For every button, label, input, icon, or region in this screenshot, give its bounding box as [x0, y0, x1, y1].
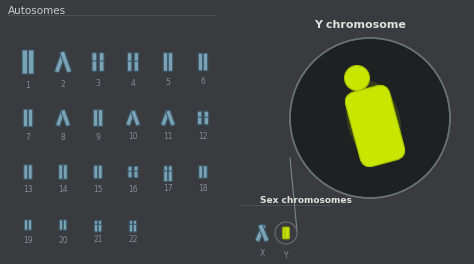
Text: 8: 8 — [61, 133, 65, 142]
FancyBboxPatch shape — [94, 165, 98, 179]
Text: 7: 7 — [26, 133, 30, 142]
Text: 10: 10 — [128, 132, 138, 141]
Text: 22: 22 — [128, 235, 138, 244]
Text: Sex chromosomes: Sex chromosomes — [260, 196, 352, 205]
FancyBboxPatch shape — [23, 109, 27, 127]
FancyBboxPatch shape — [98, 224, 102, 232]
FancyBboxPatch shape — [92, 53, 97, 63]
FancyBboxPatch shape — [164, 166, 168, 171]
FancyBboxPatch shape — [59, 165, 63, 179]
FancyBboxPatch shape — [99, 53, 104, 63]
FancyBboxPatch shape — [128, 166, 132, 173]
FancyBboxPatch shape — [134, 53, 138, 63]
FancyBboxPatch shape — [98, 165, 102, 179]
Text: 11: 11 — [163, 132, 173, 141]
FancyBboxPatch shape — [199, 166, 203, 178]
FancyBboxPatch shape — [166, 110, 175, 126]
Text: 18: 18 — [198, 184, 208, 193]
FancyBboxPatch shape — [92, 61, 97, 71]
Circle shape — [345, 65, 369, 91]
FancyBboxPatch shape — [128, 171, 132, 178]
FancyBboxPatch shape — [345, 85, 405, 167]
FancyBboxPatch shape — [168, 53, 173, 71]
Text: 4: 4 — [130, 79, 136, 88]
FancyBboxPatch shape — [56, 110, 65, 126]
FancyBboxPatch shape — [59, 220, 63, 230]
Text: Autosomes: Autosomes — [8, 6, 66, 16]
FancyBboxPatch shape — [28, 165, 32, 179]
Text: 13: 13 — [23, 185, 33, 195]
Ellipse shape — [346, 81, 401, 162]
FancyBboxPatch shape — [128, 61, 132, 71]
Text: X: X — [259, 249, 264, 258]
FancyBboxPatch shape — [128, 53, 132, 63]
FancyBboxPatch shape — [161, 110, 170, 126]
FancyBboxPatch shape — [24, 220, 28, 230]
Text: 2: 2 — [61, 80, 65, 89]
FancyBboxPatch shape — [131, 110, 140, 126]
Text: Y: Y — [283, 251, 288, 260]
FancyBboxPatch shape — [203, 53, 208, 71]
Text: 1: 1 — [26, 81, 30, 90]
FancyBboxPatch shape — [28, 109, 33, 127]
FancyBboxPatch shape — [63, 165, 67, 179]
Text: 12: 12 — [198, 132, 208, 141]
FancyBboxPatch shape — [61, 110, 70, 126]
FancyBboxPatch shape — [164, 170, 168, 182]
FancyBboxPatch shape — [133, 224, 137, 232]
Text: 3: 3 — [96, 79, 100, 88]
Text: 6: 6 — [201, 77, 205, 86]
FancyBboxPatch shape — [283, 227, 287, 239]
Text: 20: 20 — [58, 236, 68, 245]
FancyBboxPatch shape — [28, 50, 34, 74]
Text: 21: 21 — [93, 235, 103, 244]
FancyBboxPatch shape — [99, 61, 104, 71]
FancyBboxPatch shape — [22, 50, 27, 74]
FancyBboxPatch shape — [94, 224, 98, 232]
Text: Y chromosome: Y chromosome — [314, 20, 406, 30]
Text: 19: 19 — [23, 236, 33, 245]
FancyBboxPatch shape — [129, 224, 133, 232]
FancyBboxPatch shape — [63, 220, 67, 230]
FancyBboxPatch shape — [255, 224, 266, 242]
FancyBboxPatch shape — [168, 170, 172, 182]
FancyBboxPatch shape — [126, 110, 135, 126]
FancyBboxPatch shape — [163, 53, 168, 71]
FancyBboxPatch shape — [134, 61, 138, 71]
FancyBboxPatch shape — [98, 220, 101, 224]
FancyBboxPatch shape — [134, 171, 138, 178]
Text: 14: 14 — [58, 185, 68, 195]
FancyBboxPatch shape — [204, 117, 209, 125]
FancyBboxPatch shape — [55, 51, 66, 73]
Text: 9: 9 — [96, 133, 100, 142]
FancyBboxPatch shape — [258, 224, 269, 242]
FancyBboxPatch shape — [197, 111, 202, 119]
FancyBboxPatch shape — [94, 220, 98, 224]
FancyBboxPatch shape — [204, 111, 209, 119]
FancyBboxPatch shape — [133, 220, 137, 224]
FancyBboxPatch shape — [93, 110, 98, 126]
FancyBboxPatch shape — [197, 117, 202, 125]
FancyBboxPatch shape — [168, 166, 172, 171]
FancyBboxPatch shape — [203, 166, 207, 178]
FancyBboxPatch shape — [28, 220, 32, 230]
FancyBboxPatch shape — [24, 165, 28, 179]
Text: 16: 16 — [128, 185, 138, 194]
Text: 17: 17 — [163, 184, 173, 193]
FancyBboxPatch shape — [134, 166, 138, 173]
FancyBboxPatch shape — [98, 110, 103, 126]
FancyBboxPatch shape — [198, 53, 203, 71]
Text: 15: 15 — [93, 185, 103, 194]
Text: 5: 5 — [165, 78, 171, 87]
FancyBboxPatch shape — [129, 220, 133, 224]
Circle shape — [290, 38, 450, 198]
FancyBboxPatch shape — [60, 51, 72, 73]
FancyBboxPatch shape — [285, 227, 289, 239]
